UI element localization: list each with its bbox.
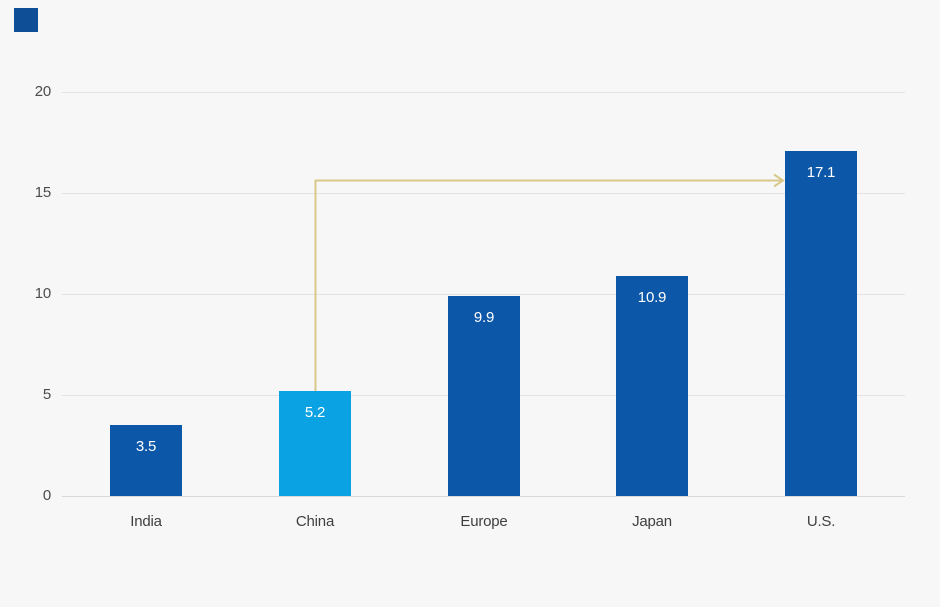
bar-value-label: 3.5 <box>135 438 157 455</box>
y-tick-label: 5 <box>42 386 51 403</box>
bar-value-label: 9.9 <box>473 309 495 326</box>
bar-value-label: 5.2 <box>304 404 326 421</box>
gridline-0 <box>62 496 905 497</box>
bar-india: 3.5 <box>110 425 182 496</box>
bar-japan: 10.9 <box>616 276 688 496</box>
gridline-10 <box>62 294 905 295</box>
category-label-us: U.S. <box>806 513 836 530</box>
category-label-japan: Japan <box>632 513 672 530</box>
y-tick-label: 15 <box>34 184 51 201</box>
gridline-15 <box>62 193 905 194</box>
bar-value-label: 17.1 <box>806 164 836 181</box>
y-tick-label: 10 <box>34 285 51 302</box>
y-tick-label: 20 <box>34 83 51 100</box>
brand-mark-square <box>14 8 38 32</box>
category-label-china: China <box>295 513 335 530</box>
bar-europe: 9.9 <box>448 296 520 496</box>
bar-value-label: 10.9 <box>637 289 667 306</box>
y-tick-label: 0 <box>42 487 51 504</box>
category-label-europe: Europe <box>460 513 508 530</box>
gridline-20 <box>62 92 905 93</box>
arrow-head <box>773 173 785 188</box>
category-label-india: India <box>130 513 162 530</box>
bar-china: 5.2 <box>279 391 351 496</box>
bar-us: 17.1 <box>785 151 857 496</box>
arrow-line <box>314 179 783 391</box>
